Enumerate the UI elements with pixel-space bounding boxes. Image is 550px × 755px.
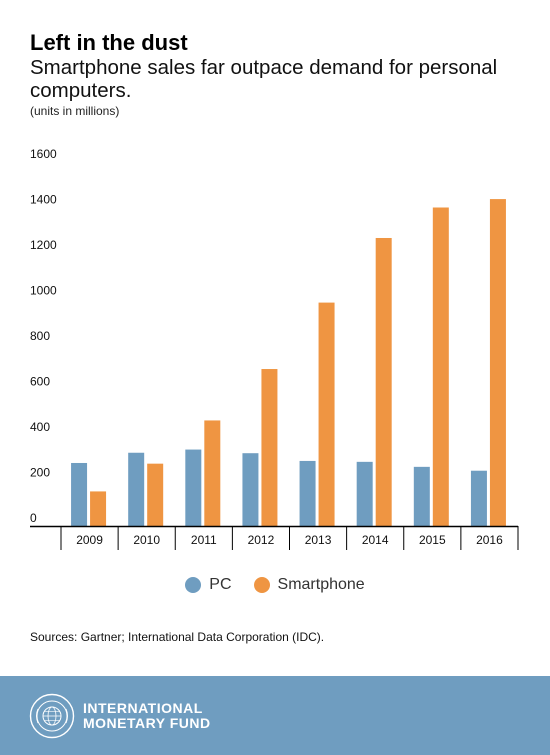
bar-smartphone-2010 [147, 463, 164, 526]
y-tick-label: 1400 [30, 193, 57, 207]
x-tick-label-2012: 2012 [248, 533, 275, 547]
bar-smartphone-2015 [432, 207, 449, 526]
x-tick-label-2016: 2016 [476, 533, 503, 547]
org-name-line2: MONETARY FUND [83, 714, 211, 731]
bar-smartphone-2011 [204, 420, 221, 526]
imf-seal-logo [29, 693, 75, 738]
chart-subtitle: Smartphone sales far outpace demand for … [30, 56, 498, 102]
bar-pc-2012 [242, 453, 259, 526]
legend-label-pc: PC [209, 576, 232, 593]
y-tick-label: 400 [30, 420, 50, 434]
y-tick-label: 1000 [30, 284, 57, 298]
y-tick-label: 1200 [30, 238, 57, 252]
bar-pc-2011 [185, 449, 202, 526]
x-tick-label-2014: 2014 [362, 533, 389, 547]
bar-smartphone-2009 [90, 491, 107, 526]
bar-smartphone-2014 [375, 237, 392, 527]
y-tick-label: 800 [30, 329, 50, 343]
source-note: Sources: Gartner; International Data Cor… [30, 630, 325, 644]
footer-bar: INTERNATIONAL MONETARY FUND [0, 676, 550, 755]
legend-item-smartphone: Smartphone [253, 576, 365, 594]
x-tick-label-2011: 2011 [191, 533, 217, 547]
bar-pc-2013 [299, 460, 316, 526]
x-tick-label-2015: 2015 [419, 533, 446, 547]
bar-smartphone-2016 [489, 199, 506, 526]
bar-pc-2015 [413, 466, 430, 526]
org-name: INTERNATIONAL MONETARY FUND [83, 699, 211, 731]
bar-smartphone-2013 [318, 302, 335, 526]
y-tick-label: 0 [30, 511, 37, 525]
legend-label-smartphone: Smartphone [277, 576, 365, 593]
legend-item-pc: PC [185, 576, 232, 594]
bar-pc-2016 [470, 470, 487, 526]
legend-swatch-pc [185, 577, 202, 593]
x-tick-label-2009: 2009 [76, 533, 103, 547]
bar-smartphone-2012 [261, 369, 278, 526]
chart-title: Left in the dust [30, 30, 188, 55]
legend-swatch-smartphone [253, 577, 270, 593]
bar-pc-2010 [128, 452, 145, 526]
y-tick-label: 600 [30, 375, 50, 389]
bar-pc-2014 [356, 461, 373, 526]
y-tick-label: 1600 [30, 147, 57, 161]
y-tick-label: 200 [30, 466, 50, 480]
legend: PC Smartphone [0, 576, 550, 594]
x-tick-label-2010: 2010 [133, 533, 160, 547]
x-tick-label-2013: 2013 [305, 533, 332, 547]
org-name-line1: INTERNATIONAL [83, 699, 203, 716]
unit-note: (units in millions) [30, 104, 120, 118]
bar-chart: 0 200 400 600 800 1000 1200 1400 1600 2009 2010 201… [30, 147, 519, 550]
bar-pc-2009 [71, 462, 88, 526]
